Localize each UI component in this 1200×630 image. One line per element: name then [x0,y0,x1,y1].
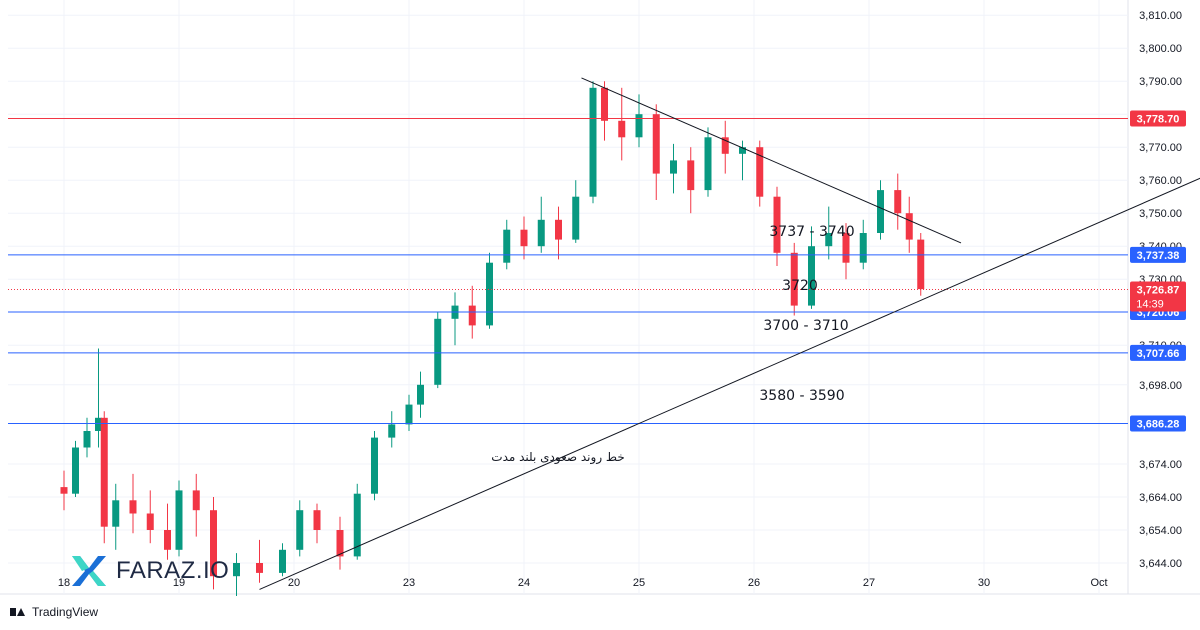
candle [129,473,137,534]
candle [739,140,746,181]
candle [353,483,361,560]
candle [652,104,660,200]
candle [808,226,815,309]
candle [210,497,217,590]
candle [589,81,597,204]
y-tick-label: 3,800.00 [1139,43,1182,55]
candle [83,417,91,458]
price-level-label: 3,737.38 [1130,246,1186,263]
candle [503,219,511,270]
candle [618,87,626,161]
candle [296,500,304,557]
y-tick-label: 3,790.00 [1139,76,1182,88]
candle [405,394,413,431]
footer-text: TradingView [32,605,99,619]
candle [60,470,68,511]
candle [756,140,764,207]
candle [687,147,695,214]
candle [95,348,102,448]
candle [704,127,712,197]
brand-name: FARAZ.IO [116,557,230,584]
chart-annotation: 3580 - 3590 [759,388,844,404]
candle [100,411,108,544]
svg-text:3,686.28: 3,686.28 [1137,418,1180,430]
y-tick-label: 3,750.00 [1139,208,1182,220]
x-tick-label: 23 [403,577,415,589]
candle [773,186,781,266]
x-tick-label: 27 [863,577,875,589]
faraz-logo: FARAZ.IO [68,550,229,592]
chart-annotation: 3700 - 3710 [763,318,848,334]
candle [417,371,424,418]
y-tick-label: 3,674.00 [1139,459,1182,471]
svg-text:3,778.70: 3,778.70 [1137,113,1180,125]
x-tick-label: 30 [978,577,990,589]
svg-text:3,726.87: 3,726.87 [1137,285,1180,297]
candle [146,490,154,544]
candle [279,543,286,577]
candle [112,483,120,550]
candle [313,503,321,544]
price-level-label: 3,707.66 [1130,344,1186,361]
candle [72,440,79,497]
candle [859,219,867,270]
candle [371,431,378,501]
y-tick-label: 3,760.00 [1139,175,1182,187]
y-tick-label: 3,654.00 [1139,525,1182,537]
svg-text:3,737.38: 3,737.38 [1137,250,1180,262]
svg-text:14:39: 14:39 [1136,299,1164,311]
y-tick-label: 3,810.00 [1139,10,1182,22]
candle [537,196,545,253]
chart-annotation: 3737 - 3740 [769,224,854,240]
price-level-label: 3,686.28 [1130,415,1186,432]
x-tick-label: 20 [288,577,300,589]
x-tick-label: Oct [1090,577,1107,589]
trendline-resistance[interactable] [581,77,962,244]
candle [192,473,200,537]
candle [434,312,442,389]
candle [905,196,913,253]
y-tick-label: 3,770.00 [1139,142,1182,154]
candle [601,81,608,141]
candle [486,252,493,329]
candle [894,173,902,230]
candle [175,480,183,557]
candle [256,539,263,583]
candle [388,411,396,448]
x-tick-label: 18 [58,577,70,589]
candle [572,180,580,243]
x-tick-label: 26 [748,577,760,589]
current-price-label: 3,726.87 14:39 [1130,281,1186,312]
footer: TradingView [10,603,98,621]
chart-annotation: خط روند صعودی بلند مدت [491,450,624,465]
candle [670,143,677,194]
trendline-support[interactable] [259,157,1200,590]
candle [842,223,850,280]
candle [336,516,344,570]
x-tick-label: 24 [518,577,530,589]
y-tick-label: 3,664.00 [1139,492,1182,504]
chart-annotation: 3720 [782,278,818,294]
candle [721,120,729,174]
candle [917,233,925,296]
svg-text:3,707.66: 3,707.66 [1137,348,1180,360]
candle [164,503,171,560]
tradingview-icon [10,607,26,617]
candle [233,553,240,596]
candle [877,180,884,240]
candle [520,216,528,260]
y-tick-label: 3,698.00 [1139,380,1182,392]
candle [825,206,833,260]
candle [555,206,562,260]
faraz-x-icon [72,556,106,586]
price-level-label: 3,778.70 [1130,110,1186,127]
x-tick-label: 25 [633,577,645,589]
y-tick-label: 3,644.00 [1139,558,1182,570]
x-tick-label: 19 [173,577,185,589]
